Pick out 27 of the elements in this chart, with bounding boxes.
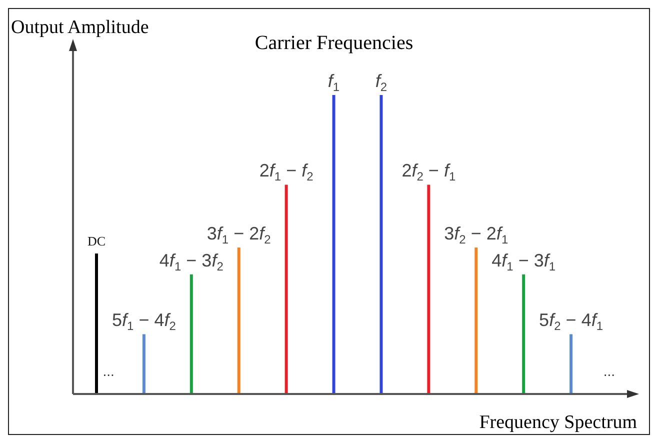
bar — [237, 247, 240, 394]
x-tick-label: 4f$_{1}$ − 3f$_{1}$ — [492, 250, 556, 273]
bar — [474, 247, 478, 394]
bar — [427, 184, 430, 394]
bar — [332, 95, 336, 394]
x-tick-label: 5f$_{1}$ − 4f$_{2}$ — [112, 310, 176, 333]
bar — [95, 253, 98, 394]
x-tick-label: 2f$_{1}$ − f$_{2}$ — [259, 160, 314, 184]
x-tick-label: 4f$_{1}$ − 3f$_{2}$ — [159, 250, 224, 273]
annotation: ... — [102, 363, 114, 379]
bar — [380, 95, 383, 394]
bar — [142, 334, 146, 394]
y-axis-title: Output Amplitude — [11, 17, 149, 38]
bar — [522, 274, 526, 394]
x-tick-label: f$_{1}$ — [328, 71, 340, 94]
x-tick-label: DC — [87, 233, 106, 248]
chart-title: Carrier Frequencies — [254, 32, 414, 54]
x-axis-title: Frequency Spectrum — [479, 412, 638, 433]
bar — [284, 184, 288, 394]
x-tick-label: f$_{2}$ — [375, 71, 388, 94]
bar — [570, 334, 573, 394]
bar — [190, 274, 193, 394]
x-tick-label: 3f$_{1}$ − 2f$_{2}$ — [206, 223, 272, 246]
x-tick-label: 2f$_{2}$ − f$_{1}$ — [402, 160, 456, 184]
x-tick-label: 3f$_{2}$ − 2f$_{1}$ — [444, 223, 508, 246]
annotation: ... — [603, 363, 616, 379]
x-tick-label: 5f$_{2}$ − 4f$_{1}$ — [539, 310, 604, 333]
